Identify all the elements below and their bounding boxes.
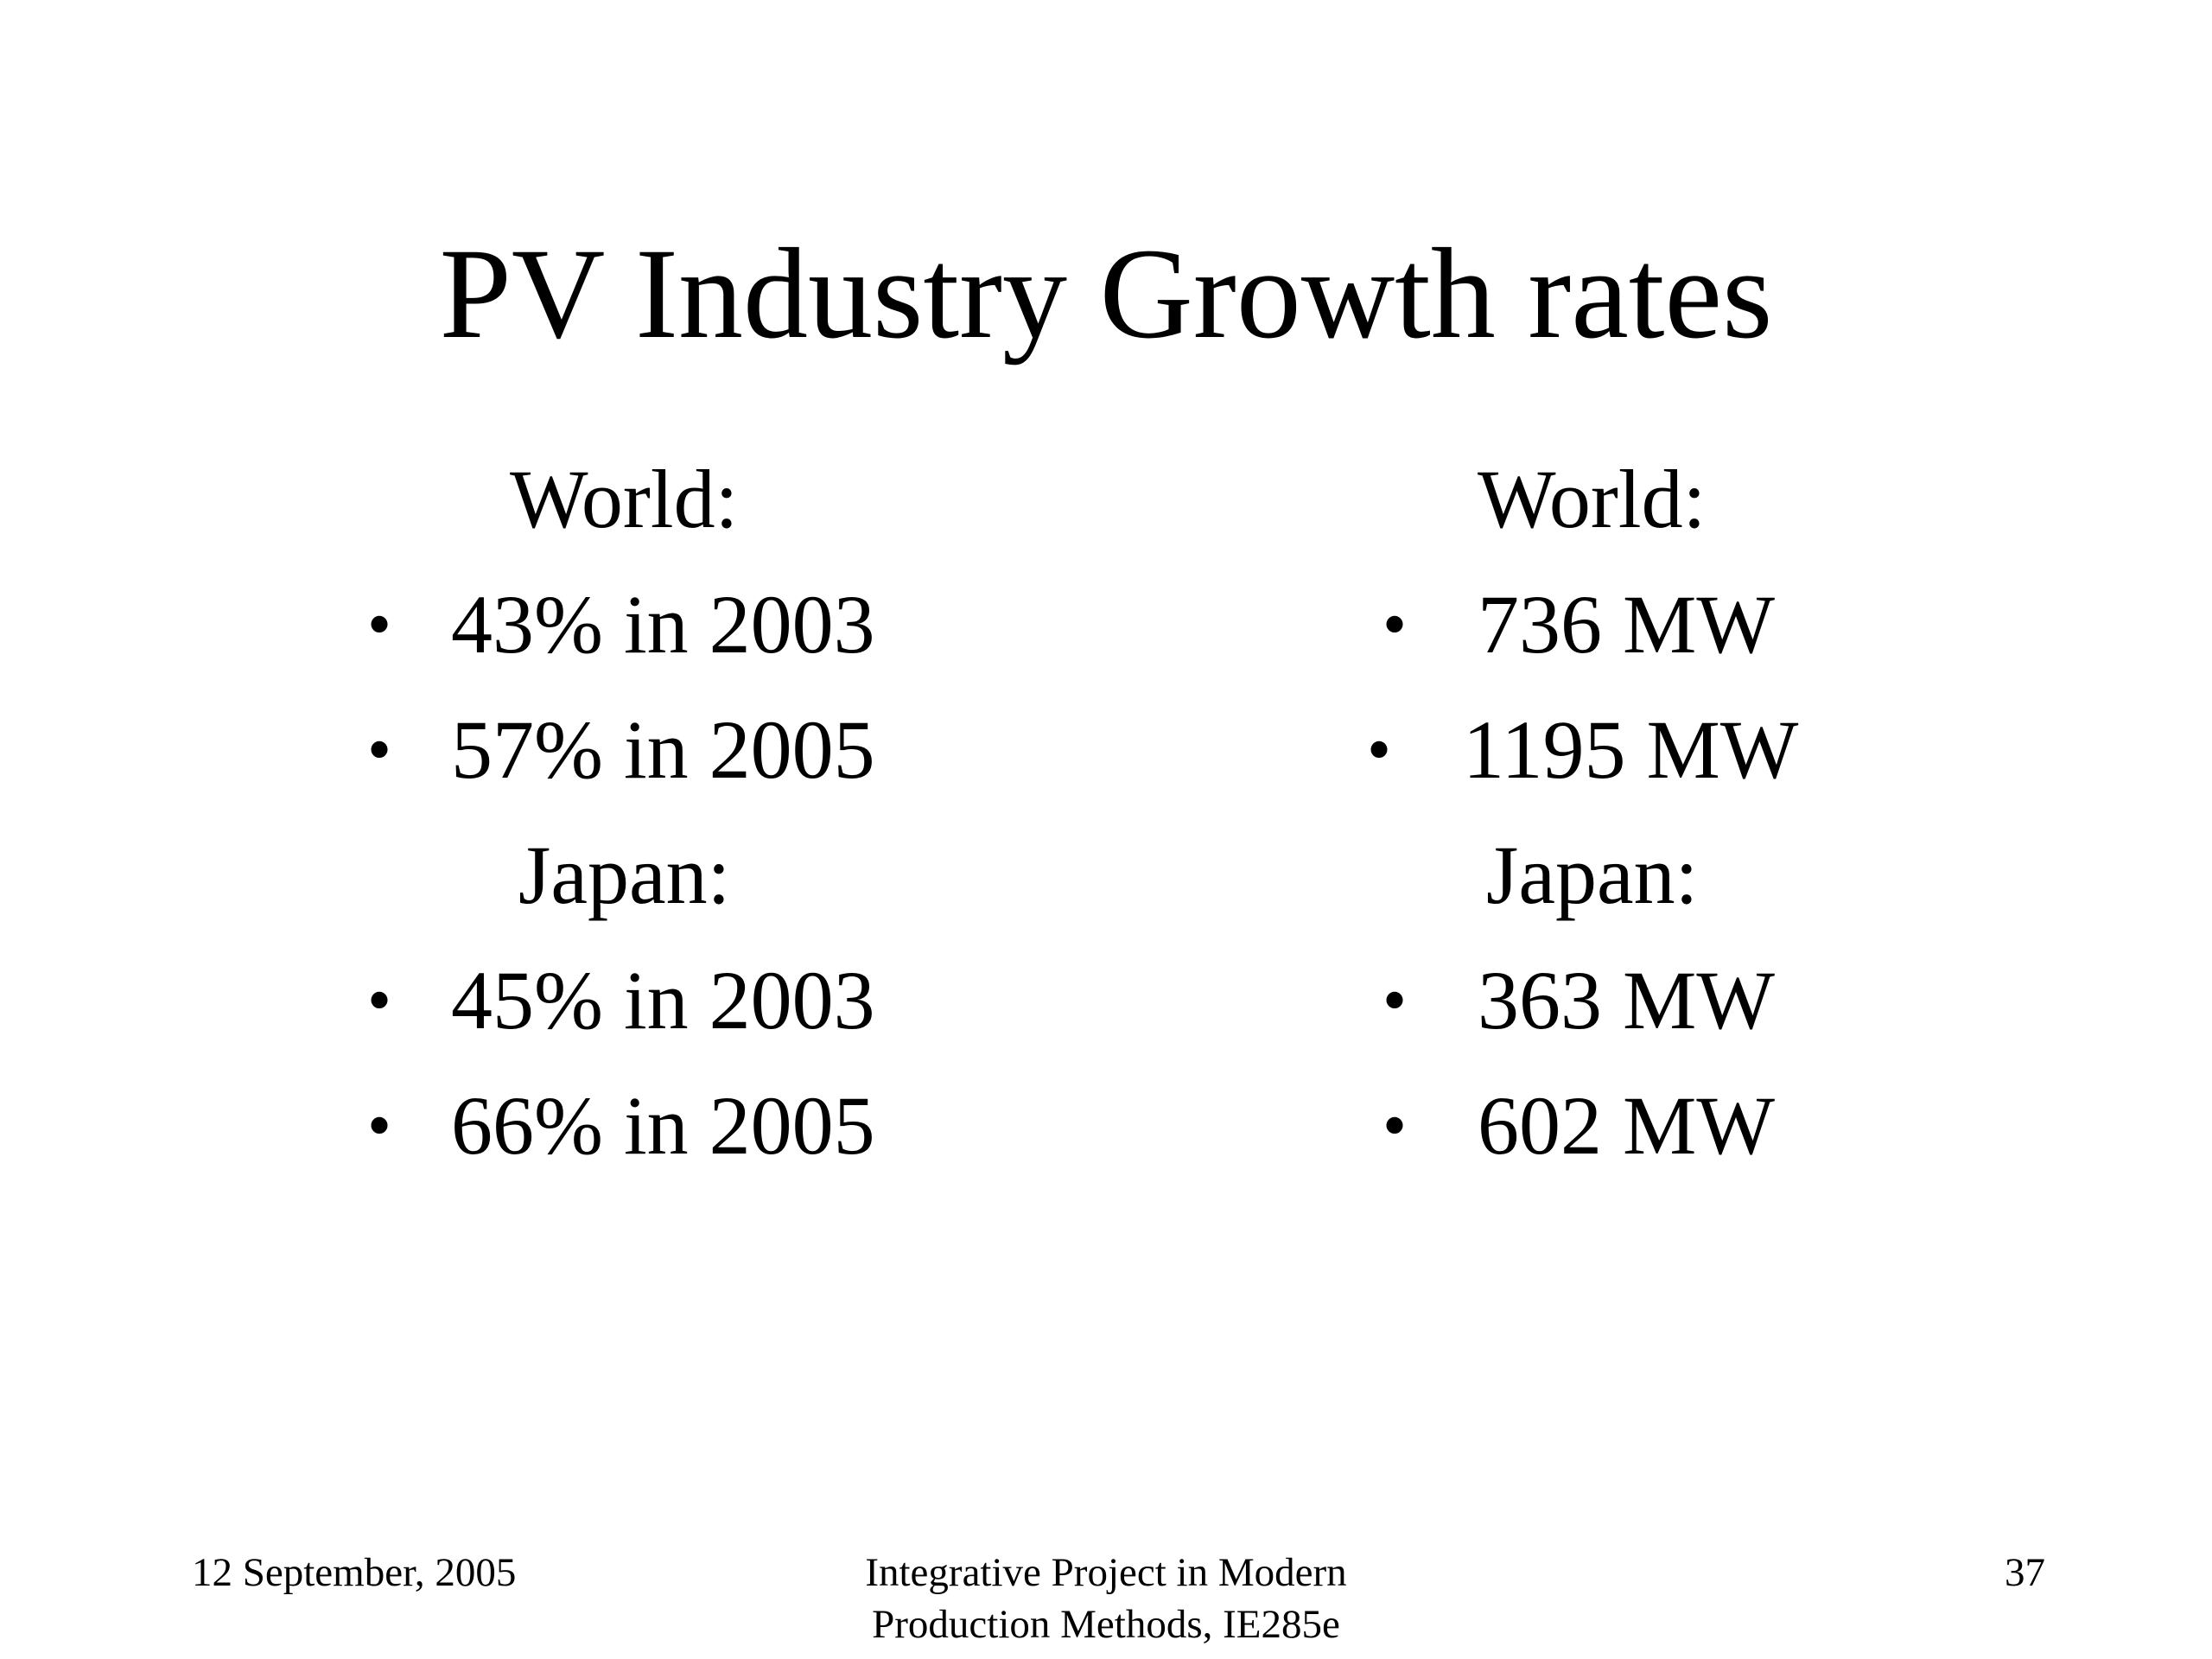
list-item: • 736 MW <box>1262 583 1832 709</box>
japan-heading: Japan: <box>1486 829 1699 921</box>
world-heading: World: <box>510 453 739 545</box>
bullet-icon: • <box>367 712 392 788</box>
bullet-icon: • <box>367 963 392 1039</box>
bullet-icon: • <box>1382 1088 1408 1164</box>
japan-heading-row: Japan: <box>1262 834 1832 959</box>
bullet-icon: • <box>1367 712 1392 788</box>
footer-date: 12 September, 2005 <box>192 1550 517 1595</box>
list-item-text: 45% in 2003 <box>451 954 875 1046</box>
list-item: • 57% in 2005 <box>0 709 1262 834</box>
list-item-text: 57% in 2005 <box>451 703 875 796</box>
bullet-icon: • <box>1382 587 1408 663</box>
list-item: • 363 MW <box>1262 959 1832 1084</box>
list-item: • 66% in 2005 <box>0 1084 1262 1210</box>
list-item: • 602 MW <box>1262 1084 1832 1210</box>
bullet-icon: • <box>367 1088 392 1164</box>
list-item-text: 736 MW <box>1478 578 1775 671</box>
footer-course-line: Production Methods, IE285e <box>872 1602 1340 1647</box>
list-item-text: 363 MW <box>1478 954 1775 1046</box>
japan-heading: Japan: <box>518 829 731 921</box>
list-item-text: 43% in 2003 <box>451 578 875 671</box>
bullet-icon: • <box>1382 963 1408 1039</box>
list-item: • 45% in 2003 <box>0 959 1262 1084</box>
bullet-icon: • <box>367 587 392 663</box>
page-number: 37 <box>2005 1550 2045 1595</box>
list-item-text: 66% in 2005 <box>451 1079 875 1172</box>
growth-rate-column: World: • 43% in 2003 • 57% in 2005 Japan… <box>0 458 1262 1210</box>
list-item-text: 602 MW <box>1478 1079 1775 1172</box>
list-item: • 43% in 2003 <box>0 583 1262 709</box>
slide-title: PV Industry Growth rates <box>439 222 1773 365</box>
world-heading-row: World: <box>1262 458 1832 583</box>
footer-course-line: Integrative Project in Modern <box>865 1550 1347 1595</box>
world-heading-row: World: <box>0 458 1262 583</box>
list-item: • 1195 MW <box>1262 709 1832 834</box>
capacity-column: World: • 736 MW • 1195 MW Japan: • 363 M… <box>1262 458 1832 1210</box>
japan-heading-row: Japan: <box>0 834 1262 959</box>
list-item-text: 1195 MW <box>1463 703 1799 796</box>
footer-course-title: Integrative Project in Modern Production… <box>760 1547 1452 1650</box>
world-heading: World: <box>1478 453 1707 545</box>
